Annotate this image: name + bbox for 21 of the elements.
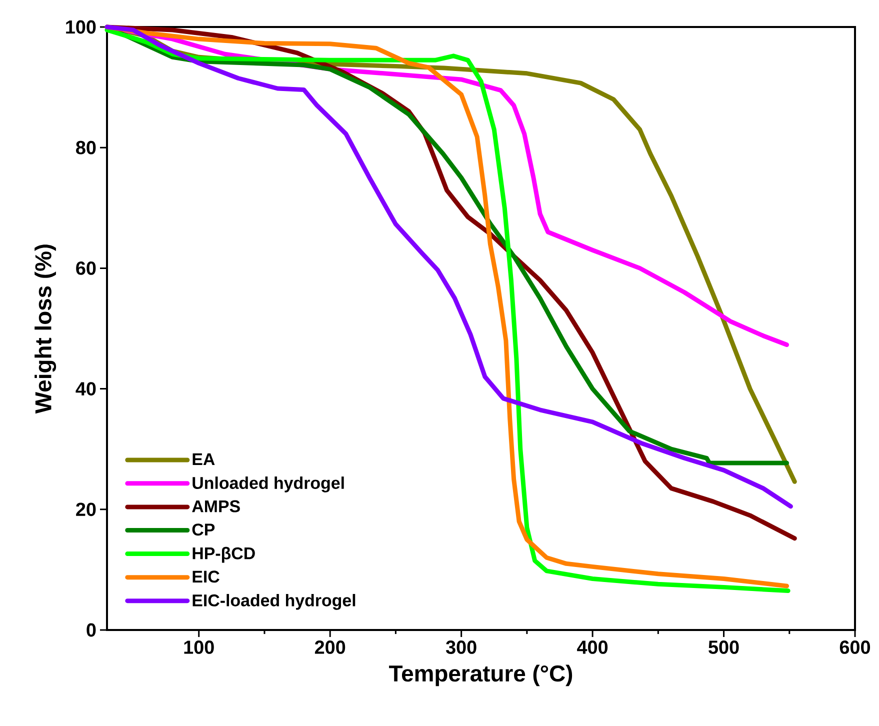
y-axis-title: Weight loss (%) (34, 244, 56, 414)
x-tick-label: 400 (577, 640, 608, 654)
legend-label: AMPS (192, 500, 240, 512)
y-tick-label: 60 (76, 261, 96, 275)
y-tick-label: 100 (66, 20, 96, 34)
x-tick-label: 200 (314, 640, 346, 654)
x-axis-title: Temperature (°C) (389, 664, 572, 686)
legend-label: EA (192, 453, 215, 466)
y-tick-label: 40 (76, 382, 96, 396)
legend-label: EIC (192, 570, 220, 583)
x-tick-label: 100 (184, 640, 214, 654)
legend-label: CP (192, 524, 215, 536)
x-tick-label: 300 (446, 640, 476, 654)
y-tick-label: 80 (76, 140, 96, 154)
legend-label: Unloaded hydrogel (192, 476, 344, 492)
legend-label: HP-βCD (192, 546, 255, 563)
y-tick-label: 0 (86, 623, 96, 637)
y-tick-label: 20 (76, 502, 96, 516)
x-tick-label: 600 (840, 640, 870, 654)
legend-label: EIC-loaded hydrogel (192, 594, 356, 610)
x-tick-label: 500 (708, 640, 739, 654)
